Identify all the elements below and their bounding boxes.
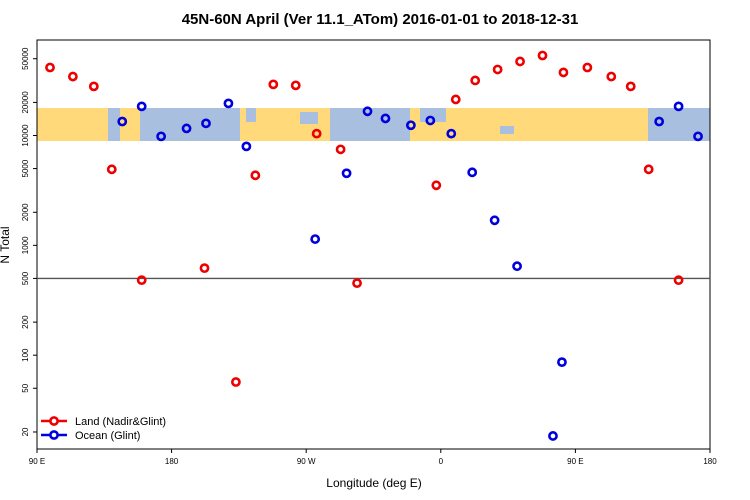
- point: [223, 98, 234, 109]
- point: [558, 67, 569, 78]
- point: [405, 120, 416, 131]
- point: [201, 118, 211, 129]
- x-tick-label: 90 E: [567, 457, 583, 466]
- y-tick-label: 1000: [21, 236, 30, 254]
- point: [88, 81, 99, 92]
- x-tick-label: 0: [439, 457, 444, 466]
- point: [311, 128, 322, 139]
- x-tick-label: 90 E: [29, 457, 45, 466]
- point: [231, 377, 241, 387]
- point: [268, 79, 279, 90]
- point: [106, 164, 117, 175]
- legend-marker: [49, 416, 59, 426]
- legend-label: Land (Nadir&Glint): [75, 416, 166, 428]
- point: [515, 56, 525, 67]
- point: [45, 62, 55, 73]
- point: [250, 170, 261, 181]
- point: [470, 75, 481, 86]
- point: [136, 101, 147, 112]
- point: [489, 215, 500, 226]
- point: [310, 234, 321, 244]
- point: [181, 123, 192, 134]
- point: [606, 71, 617, 82]
- point: [673, 101, 684, 112]
- y-axis-label: N Total: [0, 226, 12, 263]
- point: [352, 278, 362, 289]
- point: [446, 128, 457, 139]
- map-band: [37, 108, 710, 141]
- point: [643, 164, 654, 175]
- y-tick-label: 50: [21, 383, 30, 392]
- point: [673, 275, 684, 286]
- point: [425, 115, 436, 126]
- point: [67, 71, 78, 82]
- y-tick-label: 10000: [21, 124, 30, 147]
- x-tick-label: 180: [165, 457, 179, 466]
- point: [450, 94, 461, 105]
- y-tick-label: 20: [21, 427, 30, 436]
- point: [117, 116, 128, 127]
- point: [625, 81, 636, 92]
- point: [241, 141, 252, 152]
- plot-frame: [36, 39, 711, 450]
- point: [290, 80, 301, 91]
- point: [136, 275, 147, 286]
- point: [557, 357, 567, 368]
- point: [467, 167, 478, 178]
- point: [512, 261, 522, 272]
- point: [199, 263, 210, 274]
- point: [537, 50, 548, 61]
- point: [654, 116, 665, 127]
- y-tick-label: 5000: [21, 159, 30, 177]
- legend-label: Ocean (Glint): [75, 430, 140, 442]
- point: [582, 62, 593, 73]
- y-tick-label: 2000: [21, 203, 30, 221]
- point: [431, 180, 442, 191]
- point: [548, 431, 558, 441]
- y-tick-label: 20000: [21, 91, 30, 114]
- y-tick-label: 100: [21, 348, 30, 362]
- point: [341, 168, 352, 179]
- point: [362, 106, 373, 117]
- x-tick-label: 180: [703, 457, 717, 466]
- point: [335, 144, 346, 155]
- point: [492, 64, 503, 75]
- point: [380, 113, 391, 124]
- point: [693, 131, 703, 142]
- chart-title: 45N-60N April (Ver 11.1_ATom) 2016-01-01…: [182, 11, 579, 28]
- y-tick-label: 50000: [21, 47, 30, 70]
- x-axis-label: Longitude (deg E): [326, 476, 421, 490]
- y-tick-label: 200: [21, 315, 30, 329]
- x-tick-label: 90 W: [297, 457, 316, 466]
- legend-marker: [49, 430, 59, 440]
- point: [156, 131, 167, 142]
- y-tick-label: 500: [21, 271, 30, 285]
